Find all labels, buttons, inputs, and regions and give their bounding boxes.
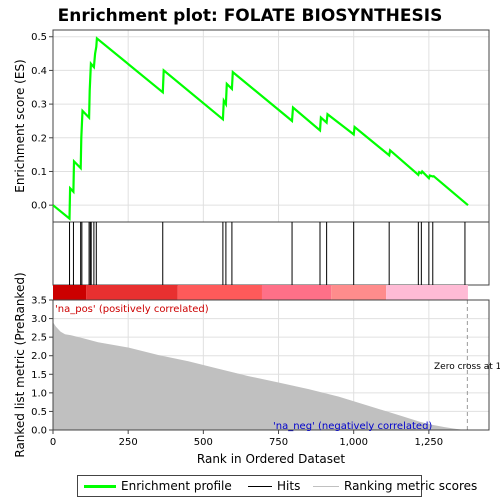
color-bar-segment bbox=[261, 285, 332, 300]
metric-y-axis-label: Ranked list metric (PreRanked) bbox=[13, 272, 27, 457]
x-tick-label: 250 bbox=[119, 437, 138, 448]
x-tick-label: 1,000 bbox=[339, 437, 368, 448]
x-tick-label: 0 bbox=[50, 437, 56, 448]
neg-correlated-label: 'na_neg' (negatively correlated) bbox=[273, 421, 432, 432]
pos-correlated-label: 'na_pos' (positively correlated) bbox=[55, 304, 209, 315]
es-y-tick-label: 0.0 bbox=[31, 201, 47, 212]
metric-y-tick-label: 0.5 bbox=[31, 407, 47, 418]
es-y-tick-label: 0.2 bbox=[31, 133, 47, 144]
legend-swatch-hits bbox=[248, 486, 272, 487]
es-panel-frame bbox=[52, 29, 490, 223]
es-y-tick-label: 0.5 bbox=[31, 32, 47, 43]
rank-color-bar bbox=[53, 285, 468, 300]
legend-label-metric: Ranking metric scores bbox=[344, 479, 478, 493]
metric-y-tick-label: 2.5 bbox=[31, 333, 47, 344]
metric-y-tick-label: 2.0 bbox=[31, 351, 47, 362]
metric-y-tick-label: 1.0 bbox=[31, 388, 47, 399]
zero-cross-label: Zero cross at 1 bbox=[434, 362, 500, 372]
es-y-tick-label: 0.3 bbox=[31, 100, 47, 111]
metric-y-tick-label: 0.0 bbox=[31, 426, 47, 437]
color-bar-segment bbox=[386, 285, 468, 300]
metric-panel: 0.0 0.5 1.0 1.5 2.0 2.5 3.0 3.5 'na_pos' (posit… bbox=[13, 272, 500, 457]
x-axis-label: Rank in Ordered Dataset bbox=[197, 452, 345, 466]
metric-panel-frame bbox=[52, 299, 490, 431]
x-tick-label: 1,250 bbox=[415, 437, 444, 448]
ranking-metric-area bbox=[53, 322, 465, 430]
hits-panel bbox=[52, 221, 490, 286]
es-y-tick-label: 0.4 bbox=[31, 66, 47, 77]
es-y-tick-label: 0.1 bbox=[31, 167, 47, 178]
legend-swatch-metric bbox=[313, 486, 339, 487]
hits-panel-frame bbox=[52, 221, 490, 286]
x-tick-label: 750 bbox=[269, 437, 288, 448]
chart-title: Enrichment plot: FOLATE BIOSYNTHESIS bbox=[58, 6, 443, 26]
color-bar-segment bbox=[177, 285, 262, 300]
es-y-axis-label: Enrichment score (ES) bbox=[13, 59, 27, 192]
legend-label-hits: Hits bbox=[277, 479, 301, 493]
metric-y-tick-label: 3.5 bbox=[31, 296, 47, 307]
x-tick-label: 500 bbox=[194, 437, 213, 448]
es-panel: 0.0 0.1 0.2 0.3 0.4 0.5 Enrichment score (ES) bbox=[13, 29, 490, 223]
color-bar-segment bbox=[86, 285, 178, 300]
legend-label-profile: Enrichment profile bbox=[121, 479, 232, 493]
enrichment-profile-line bbox=[52, 36, 469, 221]
legend: Enrichment profile Hits Ranking metric s… bbox=[77, 475, 477, 497]
color-bar-segment bbox=[53, 285, 87, 300]
metric-y-tick-label: 1.5 bbox=[31, 370, 47, 381]
legend-swatch-profile bbox=[84, 485, 116, 488]
metric-y-tick-label: 3.0 bbox=[31, 314, 47, 325]
color-bar-segment bbox=[331, 285, 387, 300]
